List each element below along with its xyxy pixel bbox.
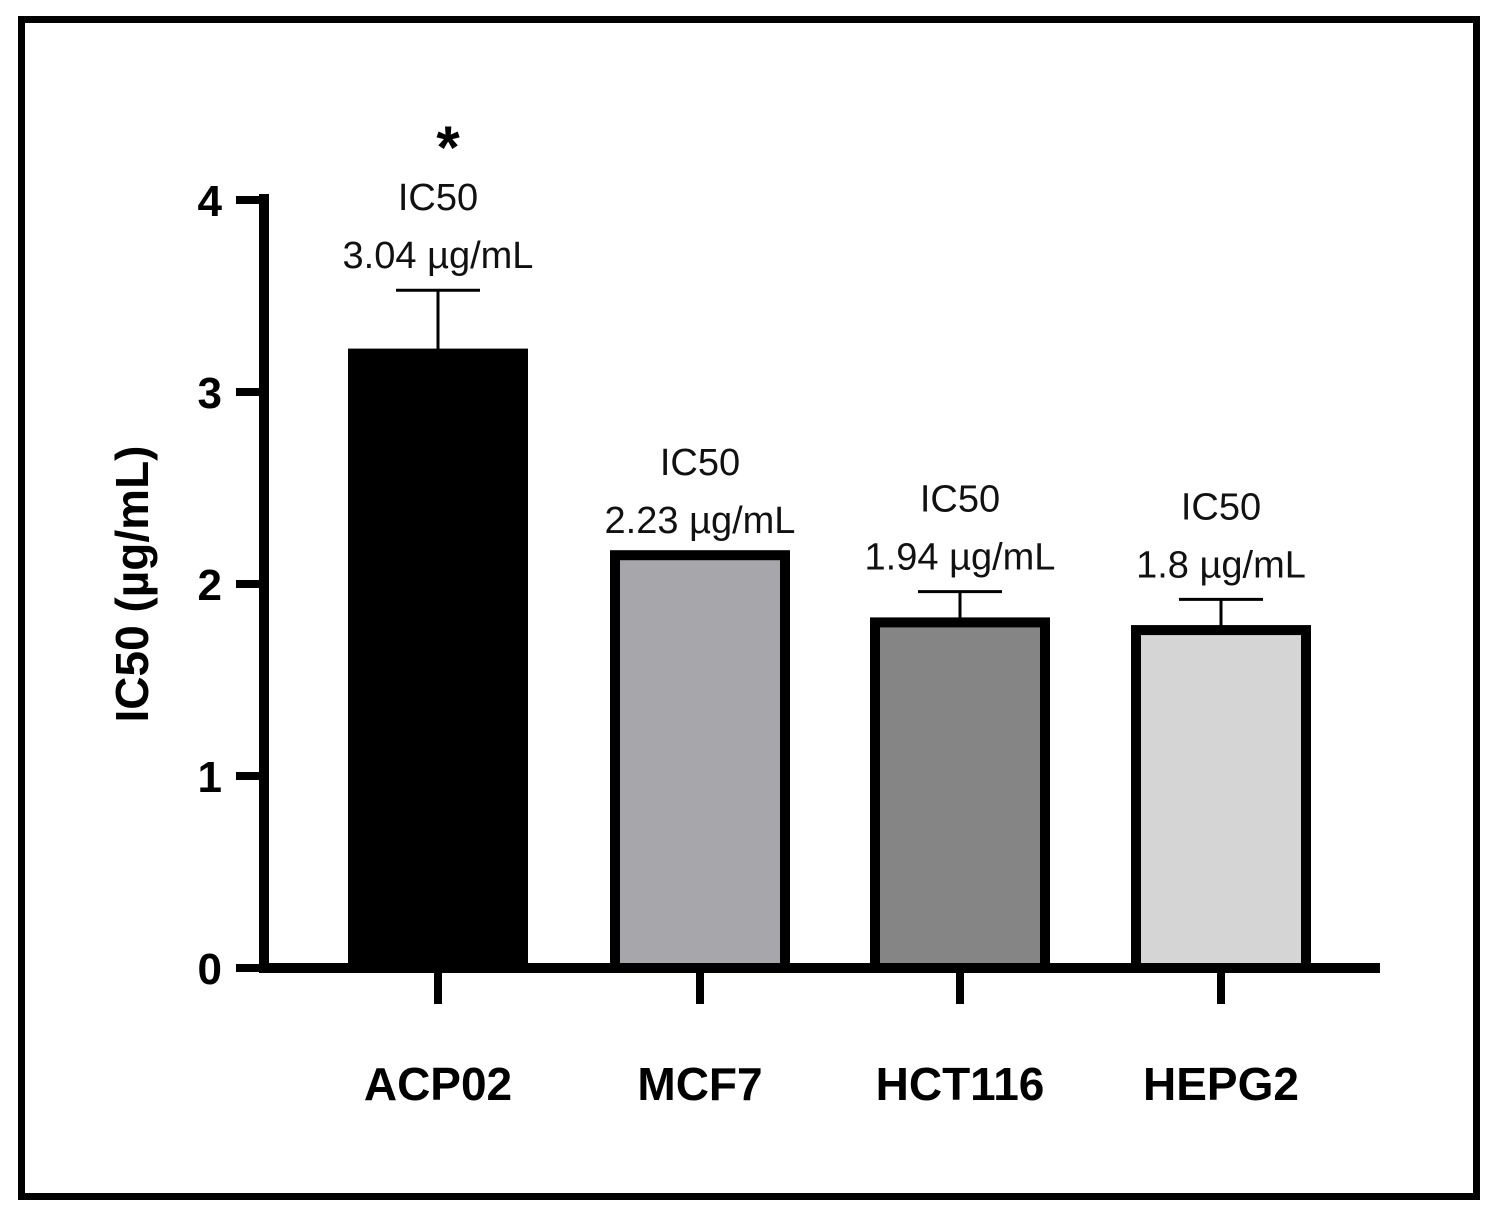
annotation-title: IC50 xyxy=(660,442,740,484)
bar-hct116 xyxy=(870,617,1050,974)
category-label: ACP02 xyxy=(364,1058,512,1110)
y-tick-label: 4 xyxy=(198,177,223,226)
y-tick-label: 1 xyxy=(198,753,222,802)
y-axis-label: IC50 (µg/mL) xyxy=(106,446,158,723)
bar-hepg2 xyxy=(1131,625,1311,974)
annotation-value: 1.94 µg/mL xyxy=(865,537,1056,579)
y-tick-label: 2 xyxy=(198,561,222,610)
significance-star: * xyxy=(436,114,460,181)
category-label: MCF7 xyxy=(637,1058,762,1110)
annotation-title: IC50 xyxy=(1181,486,1261,528)
annotation-value: 3.04 µg/mL xyxy=(343,235,534,277)
category-label: HCT116 xyxy=(876,1058,1045,1110)
annotation-title: IC50 xyxy=(920,479,1000,521)
y-tick-label: 3 xyxy=(198,369,222,418)
annotation-value: 1.8 µg/mL xyxy=(1136,544,1306,586)
annotation-title: IC50 xyxy=(398,177,478,219)
category-label: HEPG2 xyxy=(1143,1058,1299,1110)
y-tick-label: 0 xyxy=(198,945,222,994)
bar-mcf7 xyxy=(610,550,790,973)
annotation-value: 2.23 µg/mL xyxy=(605,500,796,542)
bar-acp02 xyxy=(348,348,528,974)
